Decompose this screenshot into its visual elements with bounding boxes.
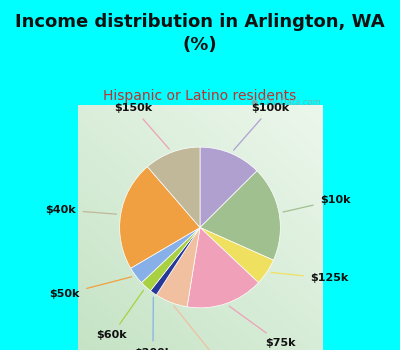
Wedge shape — [120, 167, 200, 268]
Text: $150k: $150k — [114, 103, 169, 149]
Text: Income distribution in Arlington, WA
(%): Income distribution in Arlington, WA (%) — [15, 13, 385, 54]
Text: $75k: $75k — [229, 306, 296, 348]
Text: ● City-Data.com: ● City-Data.com — [252, 98, 321, 106]
Text: > $200k: > $200k — [174, 306, 245, 350]
Wedge shape — [142, 228, 200, 291]
Wedge shape — [131, 228, 200, 283]
Text: $100k: $100k — [234, 103, 290, 150]
Text: $40k: $40k — [46, 205, 116, 215]
Text: $125k: $125k — [271, 272, 348, 284]
Wedge shape — [150, 228, 200, 295]
Wedge shape — [156, 228, 200, 307]
Wedge shape — [148, 147, 200, 228]
Wedge shape — [200, 171, 280, 260]
Wedge shape — [200, 228, 274, 283]
Text: $10k: $10k — [283, 195, 350, 212]
Wedge shape — [200, 147, 257, 228]
Text: $50k: $50k — [50, 277, 132, 299]
Text: $60k: $60k — [96, 290, 144, 340]
Text: $200k: $200k — [134, 297, 172, 350]
Text: Hispanic or Latino residents: Hispanic or Latino residents — [103, 89, 297, 103]
Wedge shape — [187, 228, 258, 308]
